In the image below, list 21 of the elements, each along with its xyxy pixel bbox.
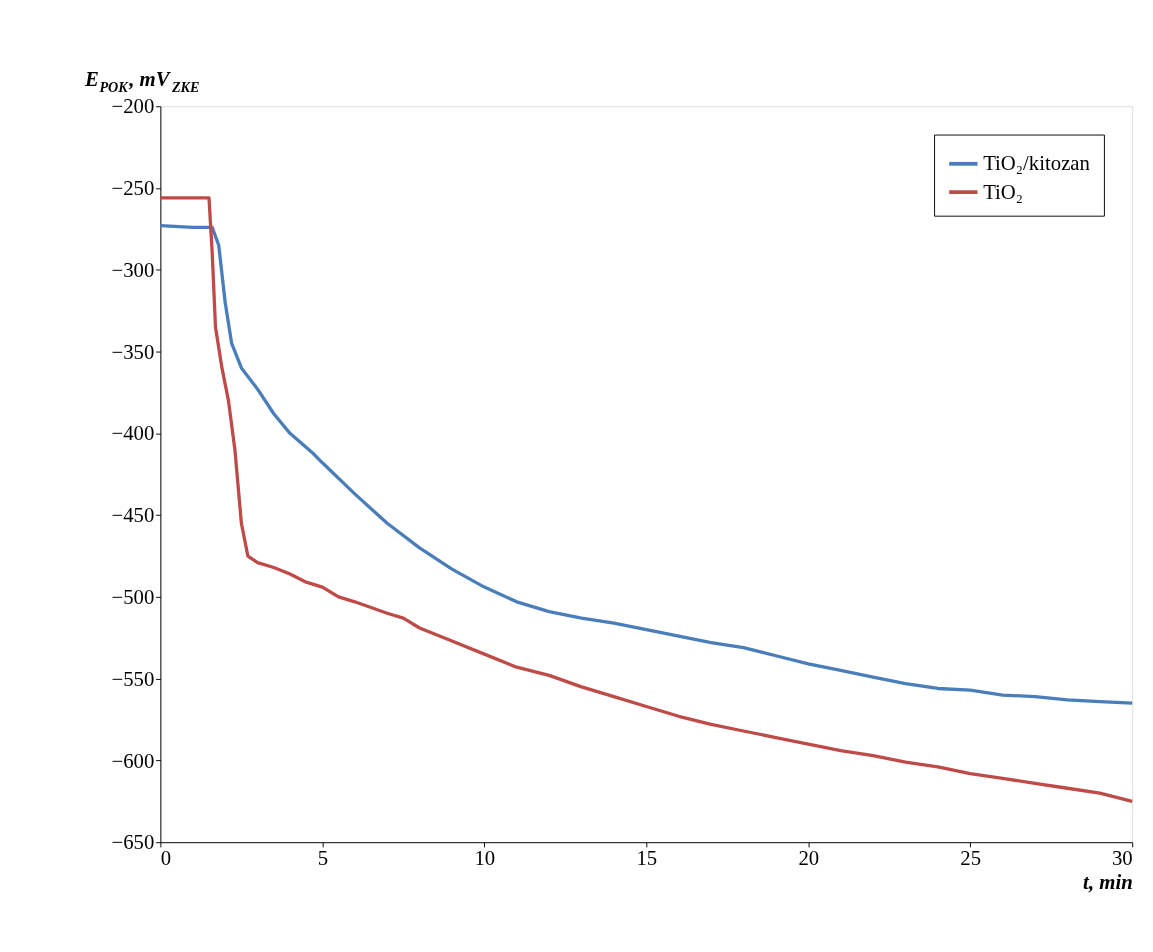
x-tick-label: 5	[317, 847, 329, 870]
y-tick-label: −250	[111, 177, 155, 200]
x-tick-label: 0	[160, 847, 172, 870]
x-tick-label: 25	[960, 847, 982, 870]
y-tick-label: −200	[111, 95, 155, 118]
x-axis-title: t, min	[1083, 870, 1133, 893]
y-tick-label: −350	[111, 340, 155, 363]
y-tick-label: −550	[111, 667, 155, 690]
y-tick-label: −400	[111, 422, 155, 445]
legend-label: TiO₂/kitozan	[983, 152, 1091, 175]
x-tick-label: 15	[636, 847, 658, 870]
line-series	[158, 224, 1134, 705]
x-tick-label: 10	[474, 847, 496, 870]
y-tick-label: −600	[111, 749, 155, 772]
x-tick-label: 20	[798, 847, 820, 870]
y-tick-label: −500	[111, 585, 155, 608]
y-tick-label: −650	[111, 831, 155, 854]
x-tick-label: 30	[1111, 847, 1133, 870]
legend-label: TiO₂	[983, 180, 1024, 203]
y-tick-label: −450	[111, 504, 155, 527]
y-tick-label: −300	[111, 258, 155, 281]
